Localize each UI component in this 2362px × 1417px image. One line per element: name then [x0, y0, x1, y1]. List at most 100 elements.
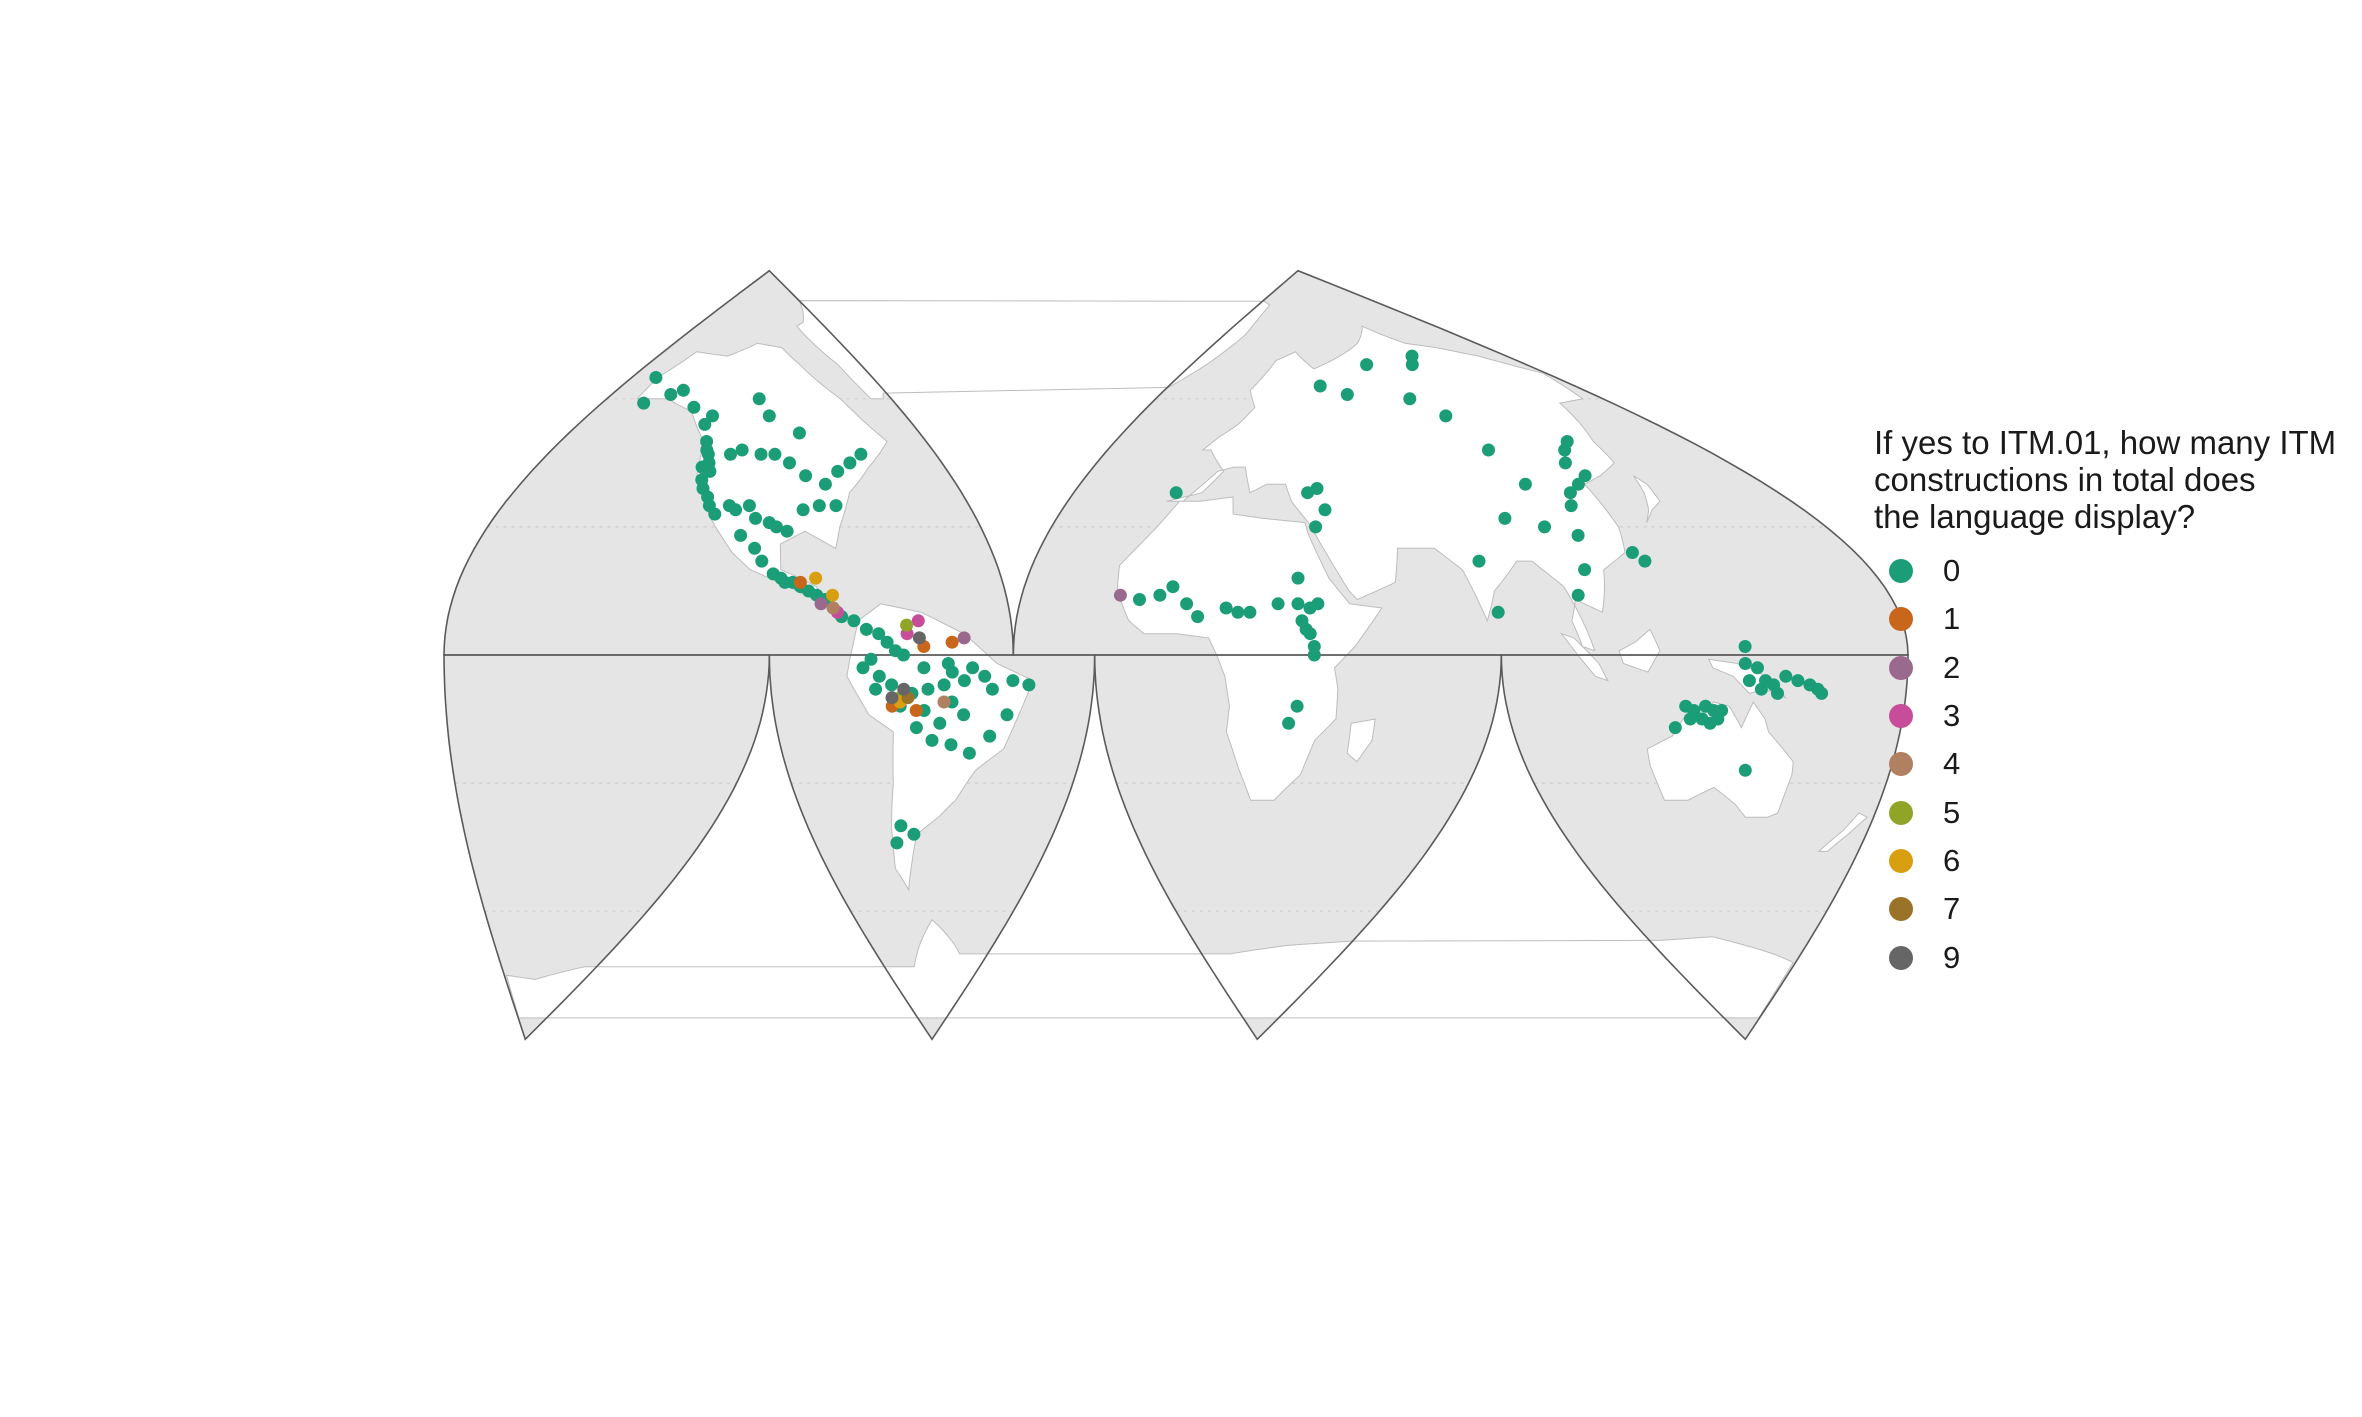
language-point [792, 426, 806, 440]
lobe-border-4 [1093, 654, 1503, 1041]
language-point [1310, 482, 1324, 495]
projection-outline [443, 269, 1909, 1041]
language-point [907, 827, 921, 841]
language-point [1482, 443, 1495, 457]
language-point [1231, 605, 1245, 619]
legend-swatch [1889, 559, 1913, 584]
language-point [1006, 674, 1020, 688]
language-point [1153, 588, 1167, 602]
legend-item-4: 4 [1874, 740, 2354, 788]
lobe-border-1 [1012, 269, 1909, 656]
language-point [783, 456, 796, 470]
language-point [957, 631, 971, 645]
language-point [957, 674, 971, 688]
language-point [1311, 597, 1325, 611]
legend-swatch [1889, 800, 1913, 825]
legend-label: 3 [1943, 698, 1961, 734]
language-point [843, 456, 857, 470]
language-point [1000, 708, 1014, 722]
language-point [826, 588, 839, 602]
legend-label: 4 [1943, 746, 1961, 782]
language-point [814, 597, 828, 611]
legend-item-3: 3 [1874, 692, 2354, 740]
legend-item-6: 6 [1874, 837, 2354, 885]
language-point [1738, 657, 1752, 670]
land-8 [1633, 475, 1661, 523]
language-point [1291, 597, 1305, 611]
language-point [1303, 627, 1317, 641]
language-point [1578, 469, 1592, 483]
legend-title: If yes to ITM.01, how many ITM construct… [1874, 424, 2337, 535]
language-point [937, 678, 951, 692]
language-point [854, 447, 868, 461]
language-point [749, 511, 762, 525]
language-point [809, 571, 823, 585]
language-point [1558, 456, 1572, 470]
legend-swatch [1889, 607, 1913, 632]
language-point [698, 417, 712, 431]
language-point [1472, 554, 1486, 568]
lobe-5 [1501, 655, 1908, 1040]
language-point [941, 657, 955, 670]
lobe-3 [769, 655, 1095, 1040]
lobe-border-2 [443, 654, 771, 1041]
language-point [706, 409, 719, 423]
language-point [985, 682, 999, 696]
land-6 [1559, 632, 1609, 682]
legend-swatch [1889, 897, 1913, 922]
legend-label: 7 [1943, 891, 1961, 927]
language-point [1683, 712, 1697, 726]
language-point [911, 614, 925, 628]
language-point [912, 631, 926, 645]
language-point [1191, 610, 1205, 624]
language-point [1715, 704, 1729, 717]
land-9 [505, 918, 1794, 1019]
language-point [966, 661, 980, 675]
language-point [921, 682, 935, 696]
language-point [885, 678, 899, 692]
language-point [847, 614, 861, 628]
language-point [1439, 409, 1453, 423]
language-point [818, 477, 832, 491]
land-11 [1346, 718, 1376, 763]
language-point [885, 691, 899, 705]
language-point [729, 503, 743, 517]
language-point [937, 695, 951, 709]
language-point [962, 746, 976, 760]
language-point [890, 836, 904, 850]
language-point [856, 661, 870, 675]
language-point [1405, 349, 1419, 363]
language-point [1290, 699, 1304, 713]
language-point [1113, 588, 1127, 602]
land-7 [1618, 628, 1661, 673]
language-point [748, 541, 762, 555]
legend-label: 5 [1943, 794, 1961, 830]
legend-label: 0 [1943, 553, 1961, 589]
lobe-border-5 [1500, 654, 1909, 1041]
language-point [734, 528, 748, 542]
language-point [957, 708, 971, 722]
language-point [1166, 580, 1180, 594]
language-point [1742, 674, 1756, 688]
legend-item-0: 0 [1874, 547, 2354, 595]
legend-item-7: 7 [1874, 885, 2354, 933]
legend-label: 6 [1943, 842, 1961, 878]
language-point [768, 447, 782, 461]
language-point [812, 499, 826, 513]
language-point [1291, 571, 1305, 585]
language-point [909, 721, 923, 735]
language-point [1563, 486, 1577, 500]
lobe-border-3 [768, 654, 1096, 1041]
language-point [872, 669, 886, 683]
language-point [1403, 392, 1417, 406]
language-point [1571, 588, 1585, 602]
language-point [1571, 528, 1585, 542]
legend-swatch [1889, 655, 1913, 680]
language-point [762, 409, 776, 423]
language-point [1564, 499, 1578, 513]
language-point [1560, 435, 1574, 448]
land-10 [1817, 812, 1868, 852]
language-point [676, 383, 690, 397]
legend-item-2: 2 [1874, 644, 2354, 692]
lobe-2 [444, 655, 770, 1040]
